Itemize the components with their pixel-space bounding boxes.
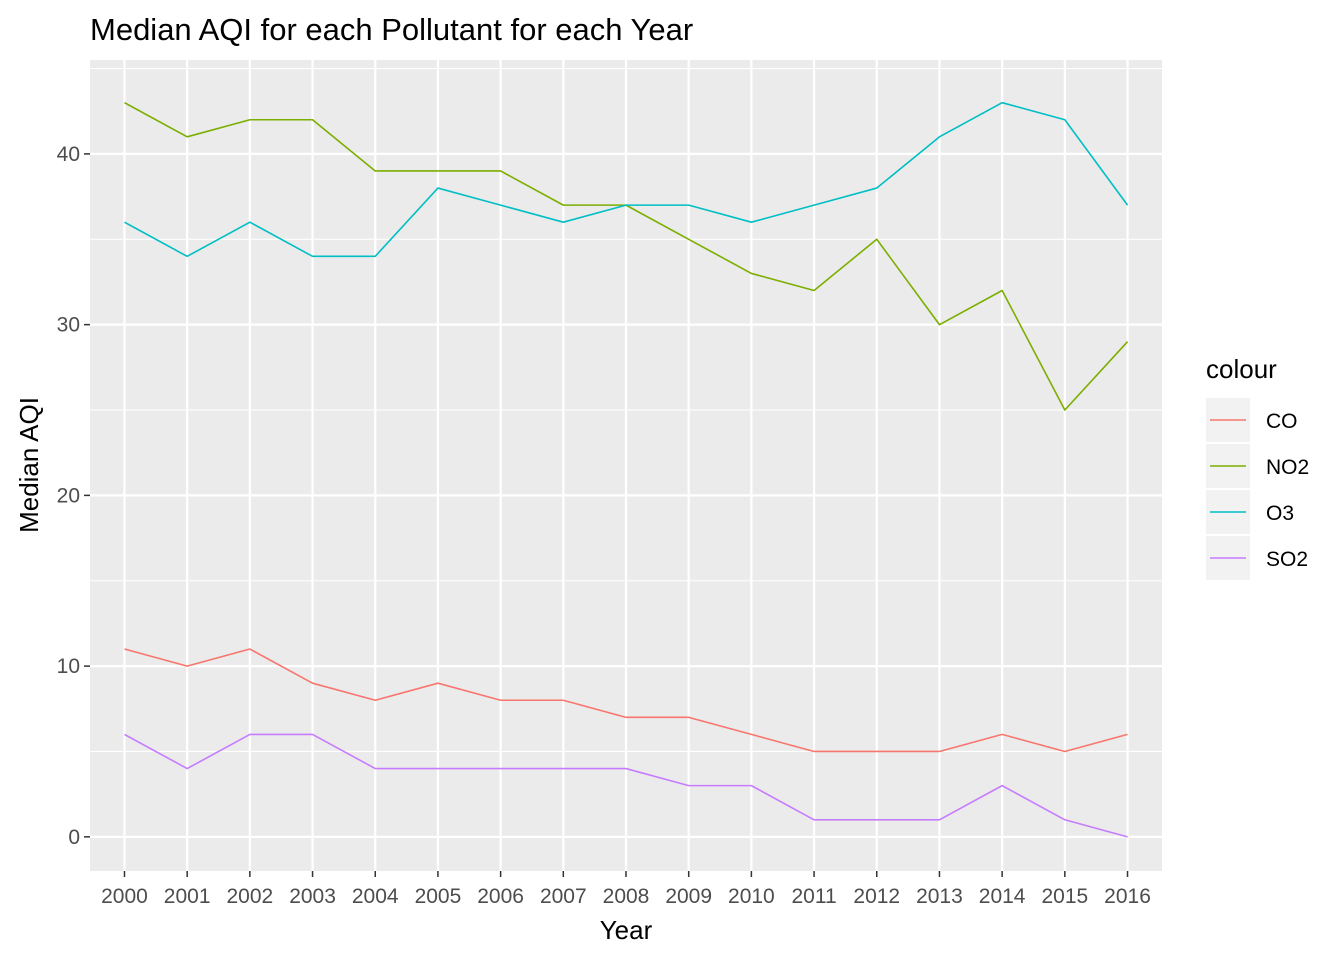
- x-tick-label: 2000: [101, 885, 148, 908]
- y-axis-title: Median AQI: [14, 397, 44, 533]
- y-tick-label: 40: [57, 143, 80, 166]
- x-tick-label: 2015: [1041, 885, 1088, 908]
- x-tick-label: 2014: [979, 885, 1026, 908]
- legend-label: CO: [1266, 410, 1298, 433]
- legend-item-co: CO: [1206, 398, 1298, 442]
- x-tick-label: 2001: [164, 885, 211, 908]
- legend-label: SO2: [1266, 548, 1308, 571]
- series-line-co: [124, 648, 1128, 753]
- x-tick-label: 2007: [540, 885, 587, 908]
- x-tick-label: 2006: [477, 885, 524, 908]
- x-tick-label: 2016: [1104, 885, 1151, 908]
- x-tick-label: 2012: [853, 885, 900, 908]
- legend-item-no2: NO2: [1206, 444, 1309, 488]
- x-tick-label: 2005: [415, 885, 462, 908]
- x-tick-label: 2011: [791, 885, 836, 908]
- x-tick-label: 2010: [728, 885, 775, 908]
- series-line-so2: [124, 733, 1128, 838]
- legend-item-o3: O3: [1206, 490, 1294, 534]
- y-axis: 0 10 20 30 40: [57, 143, 90, 849]
- x-tick-label: 2013: [916, 885, 963, 908]
- x-tick-label: 2004: [352, 885, 399, 908]
- x-tick-label: 2009: [665, 885, 712, 908]
- x-axis: 2000 2001 2002 2003 2004 2005 2006 2007 2008 2009…: [101, 871, 1151, 908]
- chart-title: Median AQI for each Pollutant for each Y…: [90, 12, 693, 47]
- legend-item-so2: SO2: [1206, 536, 1308, 580]
- legend-title: colour: [1206, 354, 1277, 384]
- x-tick-label: 2002: [227, 885, 274, 908]
- legend: colour CO NO2 O3 SO2: [1206, 354, 1309, 580]
- y-tick-label: 0: [68, 826, 80, 849]
- x-axis-title: Year: [600, 915, 653, 945]
- x-tick-label: 2003: [289, 885, 336, 908]
- legend-label: NO2: [1266, 456, 1309, 479]
- y-tick-label: 20: [57, 484, 80, 507]
- major-gridlines: [90, 60, 1162, 871]
- y-tick-label: 30: [57, 314, 80, 337]
- legend-items: CO NO2 O3 SO2: [1206, 398, 1309, 580]
- x-tick-label: 2008: [603, 885, 650, 908]
- y-tick-label: 10: [57, 655, 80, 678]
- series-lines: [124, 101, 1129, 838]
- series-line-o3: [124, 101, 1129, 258]
- legend-label: O3: [1266, 502, 1294, 525]
